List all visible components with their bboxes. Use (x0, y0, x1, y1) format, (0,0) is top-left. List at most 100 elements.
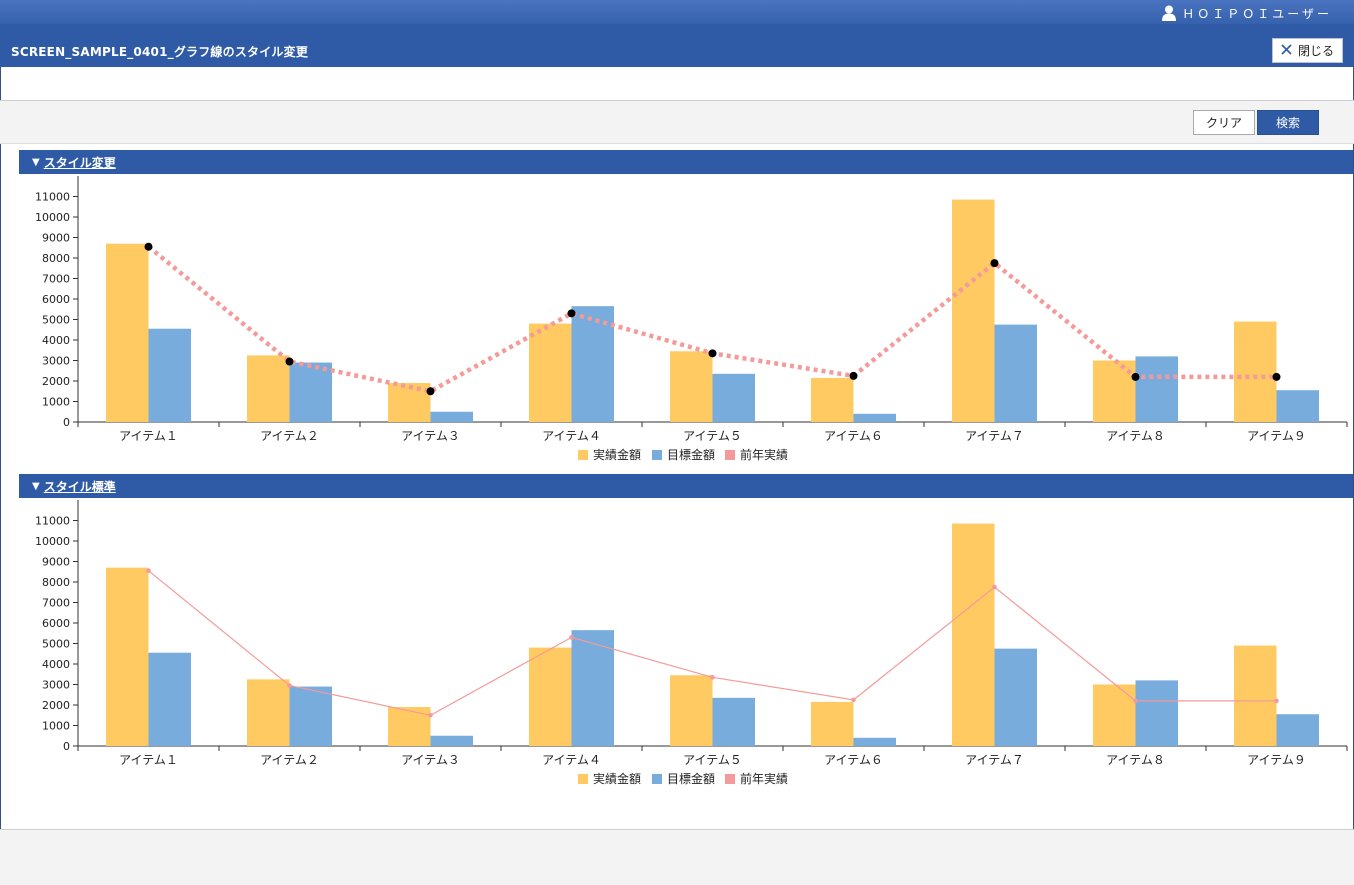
x-tick-label: アイテム７ (965, 753, 1024, 767)
bar (1135, 356, 1178, 422)
x-tick-label: アイテム３ (401, 753, 460, 767)
user-icon (1162, 5, 1177, 21)
y-tick-label: 0 (63, 416, 70, 429)
line-point (1131, 372, 1140, 381)
triangle-down-icon: ▼ (32, 480, 40, 492)
footer-bar (0, 829, 1354, 885)
line-point (567, 309, 576, 318)
x-tick-label: アイテム９ (1247, 429, 1306, 443)
legend-swatch (578, 774, 588, 784)
bar (712, 373, 755, 422)
bar (994, 648, 1037, 746)
line-point (710, 675, 715, 680)
bar (1135, 680, 1178, 746)
search-button[interactable]: 検索 (1257, 110, 1319, 135)
y-tick-label: 11000 (35, 191, 70, 204)
line-point (1274, 698, 1279, 704)
line-point (990, 259, 999, 268)
bar (388, 707, 431, 746)
bar (670, 675, 713, 746)
y-tick-label: 4000 (42, 658, 70, 671)
bar (571, 306, 614, 422)
bar (853, 413, 896, 422)
x-tick-label: アイテム６ (824, 429, 883, 443)
y-tick-label: 7000 (42, 273, 70, 286)
x-tick-label: アイテム７ (965, 429, 1024, 443)
bar (529, 647, 572, 746)
y-tick-label: 6000 (42, 617, 70, 630)
bar (388, 383, 431, 422)
search-toolbar: クリア 検索 (0, 100, 1354, 144)
x-tick-label: アイテム２ (260, 753, 319, 767)
bar (811, 377, 854, 422)
y-tick-label: 1000 (42, 396, 70, 409)
y-tick-label: 0 (63, 740, 70, 753)
y-tick-label: 1000 (42, 720, 70, 733)
y-tick-label: 9000 (42, 556, 70, 569)
section-header-style-standard[interactable]: ▼ スタイル標準 (19, 474, 1353, 498)
bar (247, 355, 290, 422)
legend-swatch (652, 450, 662, 460)
clear-button[interactable]: クリア (1193, 110, 1255, 135)
line-point (708, 349, 717, 358)
y-tick-label: 4000 (42, 334, 70, 347)
x-tick-label: アイテム４ (542, 429, 601, 443)
x-tick-label: アイテム１ (119, 753, 178, 767)
x-tick-label: アイテム９ (1247, 753, 1306, 767)
line-point (146, 568, 151, 574)
x-tick-label: アイテム５ (683, 429, 742, 443)
close-icon (1281, 43, 1292, 58)
bar (1276, 714, 1319, 746)
legend-swatch (725, 774, 735, 784)
y-tick-label: 9000 (42, 232, 70, 245)
legend-swatch (578, 450, 588, 460)
legend-label: 目標金額 (667, 771, 715, 786)
line-point (144, 242, 153, 251)
bar (811, 701, 854, 746)
legend-label: 実績金額 (593, 447, 641, 462)
x-tick-label: アイテム６ (824, 753, 883, 767)
chart-style-standard: 0 1000 2000 3000 4000 5000 6000 7000 8000 9000 100… (35, 500, 1348, 786)
legend-label: 目標金額 (667, 447, 715, 462)
bar (148, 328, 191, 422)
legend-swatch (725, 450, 735, 460)
bar (994, 324, 1037, 422)
y-tick-label: 3000 (42, 355, 70, 368)
bar (430, 411, 473, 422)
line-point (1272, 372, 1281, 381)
x-tick-label: アイテム８ (1106, 429, 1165, 443)
page-title: SCREEN_SAMPLE_0401_グラフ線のスタイル変更 (11, 45, 309, 59)
close-button-label: 閉じる (1297, 44, 1334, 58)
y-tick-label: 2000 (42, 699, 70, 712)
x-tick-label: アイテム８ (1106, 753, 1165, 767)
line-point (851, 697, 856, 703)
line-point (426, 387, 435, 396)
user-menu[interactable]: ＨＯＩＰＯＩユーザー (1162, 4, 1332, 22)
bar (571, 630, 614, 746)
bar (529, 323, 572, 422)
section-title: スタイル変更 (43, 155, 116, 170)
bar (952, 199, 995, 422)
y-tick-label: 3000 (42, 679, 70, 692)
bar (247, 679, 290, 746)
legend-label: 前年実績 (740, 771, 788, 786)
x-tick-label: アイテム２ (260, 429, 319, 443)
triangle-down-icon: ▼ (32, 156, 40, 168)
y-tick-label: 11000 (35, 515, 70, 528)
user-name: ＨＯＩＰＯＩユーザー (1182, 6, 1332, 21)
bar (289, 686, 332, 746)
bar (106, 243, 149, 422)
section-title: スタイル標準 (43, 479, 116, 494)
y-tick-label: 8000 (42, 252, 70, 265)
bar (289, 362, 332, 422)
bar (1276, 390, 1319, 422)
line-point (287, 683, 292, 688)
bar (952, 523, 995, 746)
y-tick-label: 10000 (35, 535, 70, 548)
x-tick-label: アイテム５ (683, 753, 742, 767)
bar (430, 735, 473, 746)
bar (1093, 684, 1136, 746)
bar (1234, 645, 1277, 746)
close-button[interactable]: 閉じる (1272, 38, 1343, 63)
section-header-style-changed[interactable]: ▼ スタイル変更 (19, 150, 1353, 174)
